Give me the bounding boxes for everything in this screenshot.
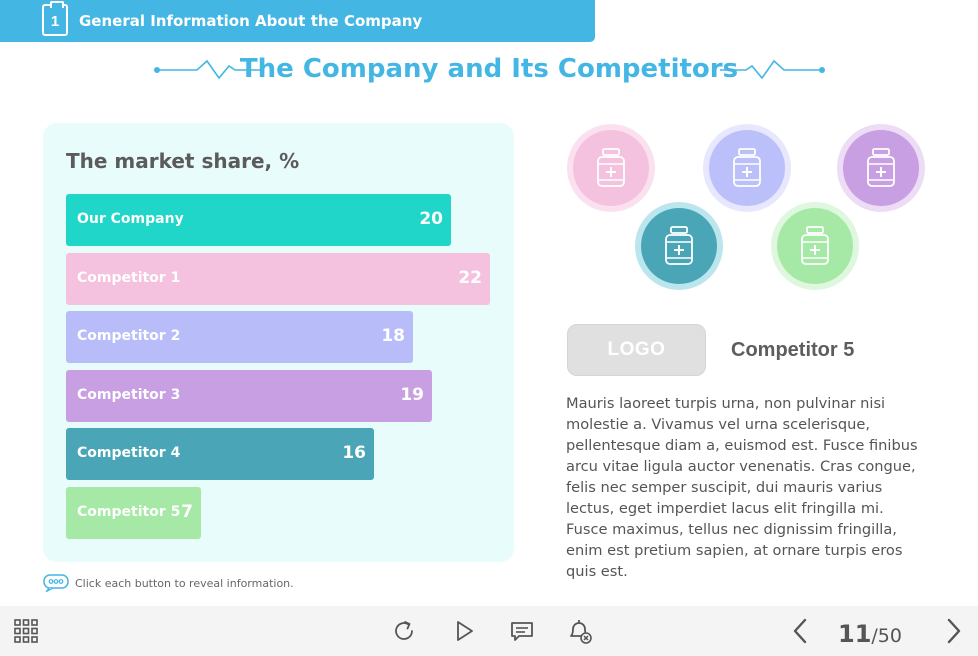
bar-our-company[interactable]: Our Company 20 xyxy=(66,194,451,246)
medicine-bottle-icon xyxy=(665,226,693,265)
current-page: 11 xyxy=(838,620,872,648)
comment-icon xyxy=(511,622,533,641)
chart-title: The market share, % xyxy=(66,149,300,173)
bar-value: 16 xyxy=(342,443,366,463)
medicine-bottle-icon xyxy=(801,226,829,265)
bar-value: 7 xyxy=(181,501,193,522)
competitor-button-1[interactable] xyxy=(567,124,655,212)
medicine-bottle-icon xyxy=(733,148,761,187)
page-title: The Company and Its Competitors xyxy=(239,54,739,84)
section-title: General Information About the Company xyxy=(79,12,423,30)
medicine-bottle-icon xyxy=(867,148,895,187)
notifications-button[interactable] xyxy=(564,606,596,656)
hint-text: Click each button to reveal information. xyxy=(75,576,294,590)
next-button[interactable] xyxy=(940,606,968,656)
competitor-logo: LOGO xyxy=(567,324,706,376)
bar-competitor-4[interactable]: Competitor 4 16 xyxy=(66,428,374,480)
heartbeat-decoration-right-icon xyxy=(720,59,825,80)
bar-label: Competitor 1 xyxy=(77,269,181,286)
bar-value: 20 xyxy=(419,209,443,229)
competitor-button-2[interactable] xyxy=(703,124,791,212)
competitor-description: Mauris laoreet turpis urna, non pulvinar… xyxy=(566,395,918,580)
comment-button[interactable] xyxy=(507,606,537,656)
bar-competitor-2[interactable]: Competitor 2 18 xyxy=(66,311,413,363)
replay-icon xyxy=(395,621,413,640)
hint: Click each button to reveal information. xyxy=(43,574,294,592)
play-button[interactable] xyxy=(450,606,478,656)
competitor-button-face xyxy=(843,130,919,206)
bar-label: Competitor 4 xyxy=(77,445,181,461)
market-share-chart: The market share, % Our Company 20 Competi… xyxy=(43,123,514,562)
competitor-button-face xyxy=(709,130,785,206)
competitor-name: Competitor 5 xyxy=(731,339,855,361)
section-header: 1 General Information About the Company xyxy=(0,0,595,42)
page-title-row: The Company and Its Competitors xyxy=(0,50,978,90)
speech-bubble-icon xyxy=(43,574,69,592)
competitor-button-4[interactable] xyxy=(635,202,723,290)
next-icon xyxy=(947,618,961,644)
competitor-button-face xyxy=(573,130,649,206)
notification-off-icon xyxy=(570,620,592,644)
bar-label: Competitor 2 xyxy=(77,328,181,344)
bar-label: Our Company xyxy=(77,211,184,227)
bar-competitor-1[interactable]: Competitor 1 22 xyxy=(66,252,490,305)
replay-button[interactable] xyxy=(390,606,418,656)
bar-competitor-3[interactable]: Competitor 3 19 xyxy=(66,369,432,422)
page-counter: 11/50 xyxy=(838,620,902,648)
previous-icon xyxy=(793,618,807,644)
competitor-button-face xyxy=(641,208,717,284)
previous-button[interactable] xyxy=(786,606,814,656)
bar-value: 18 xyxy=(381,326,405,346)
bar-label: Competitor 5 xyxy=(77,503,181,520)
bar-value: 22 xyxy=(458,267,482,288)
bar-label: Competitor 3 xyxy=(77,386,181,403)
player-footer: 11/50 xyxy=(0,606,978,656)
play-icon xyxy=(457,621,473,641)
competitor-button-face xyxy=(777,208,853,284)
section-number-badge: 1 xyxy=(42,1,68,36)
competitor-button-5[interactable] xyxy=(771,202,859,290)
bar-value: 19 xyxy=(400,384,424,405)
competitor-button-3[interactable] xyxy=(837,124,925,212)
heartbeat-decoration-left-icon xyxy=(154,59,261,80)
total-pages: /50 xyxy=(871,625,902,647)
medicine-bottle-icon xyxy=(597,148,625,187)
menu-button[interactable] xyxy=(10,606,42,656)
menu-grid-icon xyxy=(14,619,38,643)
